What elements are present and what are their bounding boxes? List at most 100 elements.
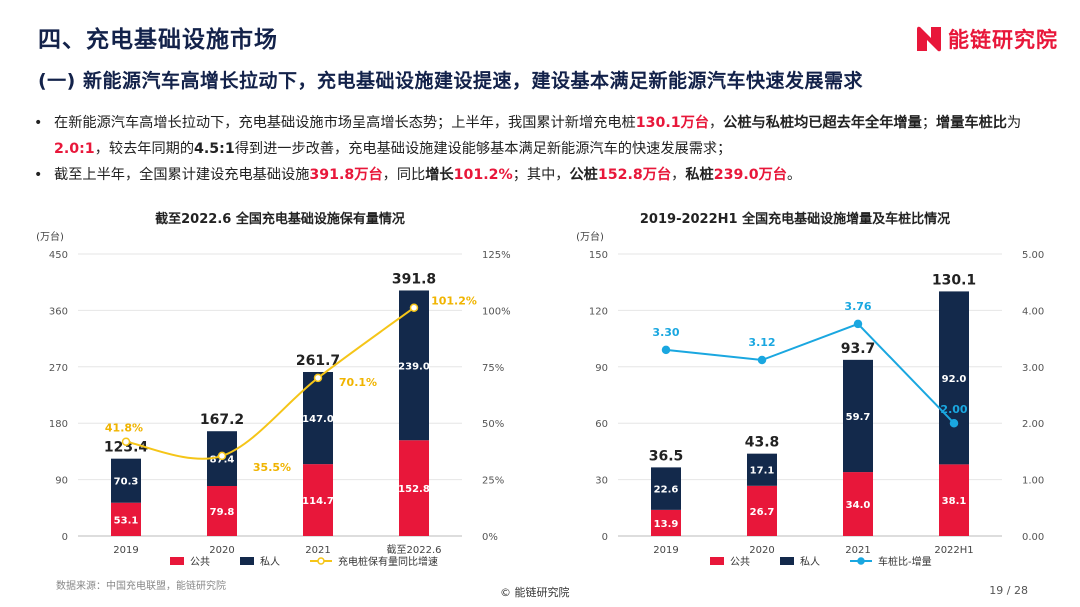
bar-private — [939, 291, 969, 465]
y-tick-label: 0 — [602, 532, 608, 543]
line-data-label: 3.12 — [748, 336, 775, 349]
x-tick-label: 2022H1 — [934, 545, 973, 556]
line-data-label: 41.8% — [105, 422, 143, 435]
legend-label: 私人 — [800, 556, 820, 568]
brand-logo: 能链研究院 — [914, 24, 1058, 54]
x-tick-label: 截至2022.6 — [387, 543, 442, 556]
legend-label: 私人 — [260, 556, 280, 568]
y2-tick-label: 1.00 — [1022, 476, 1044, 487]
x-tick-label: 2021 — [845, 545, 870, 556]
bullet-segment: 239.0万台 — [713, 167, 787, 183]
y-tick-label: 60 — [595, 419, 608, 430]
bar-public — [651, 509, 681, 536]
bullet-item: • 截至上半年，全国累计建设充电基础设施391.8万台，同比增长101.2%；其… — [30, 162, 1050, 188]
bar-public — [843, 472, 873, 536]
y2-tick-label: 25% — [482, 476, 504, 487]
data-label-total: 93.7 — [841, 341, 876, 357]
line-point — [313, 373, 323, 383]
line-data-label: 101.2% — [431, 295, 477, 308]
x-tick-label: 2021 — [305, 545, 330, 556]
bullet-segment: 为 — [1006, 115, 1022, 131]
y2-tick-label: 5.00 — [1022, 250, 1044, 261]
y-tick-label: 180 — [49, 419, 68, 430]
y2-tick-label: 2.00 — [1022, 419, 1044, 430]
x-tick-label: 2019 — [653, 545, 678, 556]
bar-private — [111, 458, 141, 503]
bar-public — [747, 485, 777, 536]
y2-tick-label: 4.00 — [1022, 306, 1044, 317]
bullet-segment: 得到进一步改善，充电基础设施建设能够基本满足新能源汽车的快速发展需求； — [234, 141, 732, 157]
y2-tick-label: 0.00 — [1022, 532, 1044, 543]
bullet-segment: 2.0:1 — [54, 141, 95, 157]
bar-public — [939, 464, 969, 536]
bullet-segment: 增量车桩比 — [936, 115, 1007, 131]
bullet-segment: ，同比 — [382, 167, 426, 183]
line-point — [661, 345, 671, 355]
data-label-total: 391.8 — [392, 271, 436, 287]
y2-tick-label: 100% — [482, 306, 511, 317]
legend-swatch-public — [170, 557, 184, 565]
bullet-segment: 在新能源汽车高增长拉动下，充电基础设施市场呈高增长态势；上半年，我国累计新增充电… — [54, 115, 636, 131]
bar-public — [111, 502, 141, 536]
legend-label: 公共 — [190, 556, 210, 568]
y2-tick-label: 0% — [482, 532, 498, 543]
line-point — [409, 303, 419, 312]
line-point — [217, 451, 227, 461]
legend-label: 公共 — [730, 556, 750, 568]
page-subtitle: (一) 新能源汽车高增长拉动下，充电基础设施建设提速，建设基本满足新能源汽车快速… — [38, 70, 863, 92]
data-label-total: 36.5 — [649, 448, 684, 464]
bullet-text: 截至上半年，全国累计建设充电基础设施391.8万台，同比增长101.2%；其中，… — [54, 167, 801, 183]
data-label-public: 38.1 — [942, 496, 967, 507]
bar-private — [843, 359, 873, 473]
line-point — [949, 418, 959, 428]
bullet-segment: 101.2% — [453, 167, 513, 183]
data-label-public: 13.9 — [654, 519, 679, 530]
y2-tick-label: 125% — [482, 250, 511, 261]
data-label-private: 17.1 — [750, 466, 775, 477]
bullet-dot-icon: • — [34, 115, 43, 131]
data-label-private: 59.7 — [846, 412, 871, 423]
chart-title-right: 2019-2022H1 全国充电基础设施增量及车桩比情况 — [639, 212, 951, 227]
y-tick-label: 360 — [49, 306, 68, 317]
bullet-segment: 私桩 — [685, 167, 714, 183]
data-label-private: 92.0 — [942, 374, 967, 385]
bullet-list: • 在新能源汽车高增长拉动下，充电基础设施市场呈高增长态势；上半年，我国累计新增… — [30, 110, 1050, 188]
bullet-segment: 。 — [787, 167, 802, 183]
data-label-public: 79.8 — [210, 507, 235, 518]
bullet-segment: 391.8万台 — [309, 167, 383, 183]
bullet-segment: ， — [708, 115, 724, 131]
legend-swatch-private — [780, 557, 794, 565]
y-tick-label: 90 — [595, 363, 608, 374]
x-tick-label: 2020 — [209, 545, 234, 556]
bullet-segment: ；其中， — [512, 167, 570, 183]
data-label-total: 43.8 — [745, 435, 780, 451]
bullet-segment: 130.1万台 — [635, 115, 709, 131]
line-data-label: 3.76 — [844, 300, 871, 313]
y-tick-label: 150 — [589, 250, 608, 261]
y-tick-label: 120 — [589, 306, 608, 317]
data-label-private: 70.3 — [114, 477, 139, 488]
logo-n-icon — [917, 26, 941, 52]
y-tick-label: 30 — [595, 476, 608, 487]
data-label-total: 167.2 — [200, 412, 244, 428]
line-series — [125, 306, 415, 460]
bullet-item: • 在新能源汽车高增长拉动下，充电基础设施市场呈高增长态势；上半年，我国累计新增… — [30, 110, 1050, 162]
bar-public — [399, 440, 429, 536]
legend-label: 车桩比-增量 — [878, 555, 932, 568]
bar-private — [747, 453, 777, 486]
bar-public — [303, 464, 333, 536]
x-tick-label: 2020 — [749, 545, 774, 556]
footer-copyright: © 能链研究院 — [500, 586, 570, 599]
line-point — [757, 355, 767, 365]
y-tick-label: 0 — [62, 532, 68, 543]
y-axis-unit: (万台) — [576, 230, 604, 243]
line-point — [853, 319, 863, 329]
line-data-label: 3.30 — [652, 326, 679, 339]
bullet-segment: 4.5:1 — [194, 141, 235, 157]
data-label-private: 239.0 — [398, 361, 430, 372]
y2-tick-label: 3.00 — [1022, 363, 1044, 374]
bullet-segment: 公桩与私桩均已超去年全年增量 — [723, 115, 922, 131]
legend-label: 充电桩保有量同比增速 — [338, 555, 438, 568]
data-label-private: 22.6 — [654, 485, 679, 496]
legend-swatch-marker — [317, 557, 325, 565]
